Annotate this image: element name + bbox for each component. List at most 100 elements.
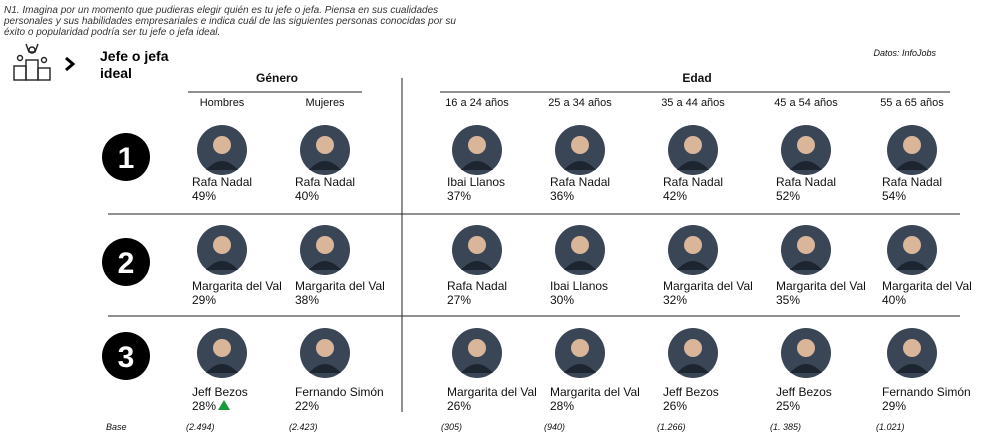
photo-head <box>684 136 702 154</box>
photo-body <box>461 161 493 170</box>
person-name: Rafa Nadal <box>192 175 252 189</box>
person-name: Rafa Nadal <box>550 175 610 189</box>
photo-head <box>316 339 334 357</box>
percentage: 37% <box>447 189 471 203</box>
percentage: 29% <box>882 399 906 413</box>
percentage: 49% <box>192 189 216 203</box>
trend-up-icon <box>218 400 230 410</box>
column-label: 55 a 65 años <box>880 97 944 109</box>
person-name: Ibai Llanos <box>447 175 505 189</box>
photo-body <box>564 261 596 270</box>
percentage: 40% <box>882 293 906 307</box>
photo-head <box>468 339 486 357</box>
photo-head <box>903 236 921 254</box>
photo-head <box>684 236 702 254</box>
percentage: 28% <box>550 399 574 413</box>
person-name: Fernando Simón <box>295 385 384 399</box>
percentage: 26% <box>447 399 471 413</box>
rank-number: 1 <box>118 142 135 175</box>
column-label: 25 a 34 años <box>548 97 612 109</box>
photo-body <box>309 161 341 170</box>
person-name: Jeff Bezos <box>663 385 719 399</box>
photo-head <box>213 339 231 357</box>
photo-body <box>564 161 596 170</box>
percentage: 28% <box>192 399 216 413</box>
person-name: Rafa Nadal <box>295 175 355 189</box>
percentage: 30% <box>550 293 574 307</box>
photo-head <box>316 236 334 254</box>
photo-body <box>896 364 928 373</box>
column-label: 35 a 44 años <box>661 97 725 109</box>
photo-head <box>468 236 486 254</box>
base-value: (1. 385) <box>770 422 801 432</box>
source: Datos: InfoJobs <box>873 48 936 58</box>
group-label: Edad <box>682 71 711 85</box>
person-name: Rafa Nadal <box>447 279 507 293</box>
person-name: Margarita del Val <box>550 385 640 399</box>
person-name: Margarita del Val <box>295 279 385 293</box>
photo-body <box>564 364 596 373</box>
percentage: 22% <box>295 399 319 413</box>
rank-badge <box>102 133 150 181</box>
photo-head <box>797 136 815 154</box>
person-name: Margarita del Val <box>447 385 537 399</box>
chevron <box>65 56 76 72</box>
photo-body <box>309 261 341 270</box>
photo-body <box>461 261 493 270</box>
rank-number: 2 <box>118 247 135 280</box>
person-name: Rafa Nadal <box>882 175 942 189</box>
person-name: Margarita del Val <box>663 279 753 293</box>
person-name: Jeff Bezos <box>776 385 832 399</box>
photo-body <box>790 161 822 170</box>
percentage: 36% <box>550 189 574 203</box>
rank-badge <box>102 332 150 380</box>
percentage: 35% <box>776 293 800 307</box>
photo-head <box>571 236 589 254</box>
person-name: Margarita del Val <box>882 279 972 293</box>
base-value: (305) <box>441 422 462 432</box>
question: N1. Imagina por un momento que pudieras … <box>4 5 456 38</box>
photo-head <box>571 339 589 357</box>
percentage: 29% <box>192 293 216 307</box>
percentage: 26% <box>663 399 687 413</box>
percentage: 42% <box>663 189 687 203</box>
photo-body <box>677 161 709 170</box>
photo-body <box>677 261 709 270</box>
photo-body <box>896 161 928 170</box>
rank-number: 3 <box>118 341 135 374</box>
podium-icon <box>13 43 51 81</box>
photo-head <box>571 136 589 154</box>
column-label: 16 a 24 años <box>445 97 509 109</box>
column-label: 45 a 54 años <box>774 97 838 109</box>
photo-head <box>213 136 231 154</box>
person-name: Fernando Simón <box>882 385 971 399</box>
percentage: 32% <box>663 293 687 307</box>
base-value: (2.494) <box>186 422 215 432</box>
person-name: Ibai Llanos <box>550 279 608 293</box>
photo-head <box>903 339 921 357</box>
group-label: Género <box>256 71 298 85</box>
photo-head <box>213 236 231 254</box>
percentage: 25% <box>776 399 800 413</box>
photo-head <box>903 136 921 154</box>
photo-body <box>790 261 822 270</box>
person-name: Rafa Nadal <box>776 175 836 189</box>
photo-head <box>797 339 815 357</box>
percentage: 38% <box>295 293 319 307</box>
base-value: (1.266) <box>657 422 686 432</box>
person-name: Margarita del Val <box>192 279 282 293</box>
photo-body <box>206 261 238 270</box>
photo-body <box>790 364 822 373</box>
photo-body <box>896 261 928 270</box>
photo-body <box>677 364 709 373</box>
percentage: 40% <box>295 189 319 203</box>
percentage: 27% <box>447 293 471 307</box>
column-label: Mujeres <box>305 97 345 109</box>
photo-head <box>684 339 702 357</box>
base-label: Base <box>106 422 127 432</box>
photo-body <box>309 364 341 373</box>
photo-head <box>468 136 486 154</box>
percentage: 52% <box>776 189 800 203</box>
person-name: Rafa Nadal <box>663 175 723 189</box>
